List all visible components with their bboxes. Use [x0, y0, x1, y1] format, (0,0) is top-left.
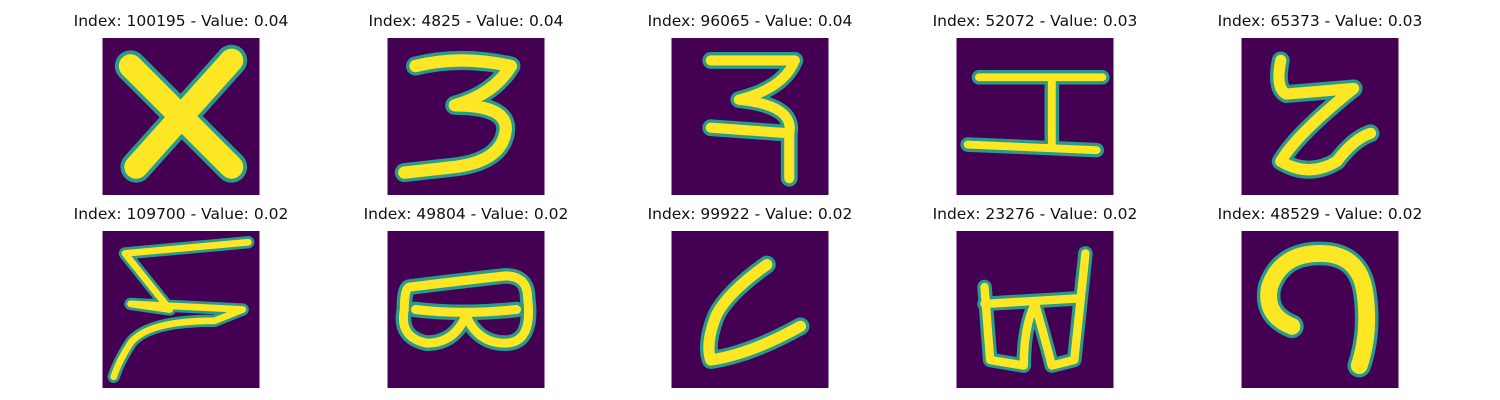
grid-cell: Index: 4825 - Value: 0.04: [324, 12, 608, 202]
glyph-image: [387, 231, 545, 388]
glyph-image: [671, 231, 829, 388]
sample-image-three-shape: [387, 38, 545, 195]
cell-title: Index: 49804 - Value: 0.02: [363, 205, 569, 223]
grid-cell: Index: 48529 - Value: 0.02: [1178, 205, 1462, 395]
grid-cell: Index: 65373 - Value: 0.03: [1178, 12, 1462, 202]
glyph-image: [102, 231, 260, 388]
cell-title: Index: 52072 - Value: 0.03: [932, 12, 1138, 30]
cell-title: Index: 99922 - Value: 0.02: [647, 205, 853, 223]
glyph-image: [387, 38, 545, 195]
grid-cell: Index: 100195 - Value: 0.04: [39, 12, 323, 202]
glyph-image: [1241, 231, 1399, 388]
grid-cell: Index: 49804 - Value: 0.02: [324, 205, 608, 395]
grid-cell: Index: 99922 - Value: 0.02: [608, 205, 892, 395]
cell-title: Index: 23276 - Value: 0.02: [932, 205, 1138, 223]
grid-cell: Index: 52072 - Value: 0.03: [893, 12, 1177, 202]
cell-title: Index: 65373 - Value: 0.03: [1217, 12, 1423, 30]
sample-image-goggles-shape: [387, 231, 545, 388]
cell-title: Index: 109700 - Value: 0.02: [73, 205, 289, 223]
glyph-image: [956, 38, 1114, 195]
sample-image-hook-l-shape: [671, 231, 829, 388]
sample-image-devanagari-like-shape: [671, 38, 829, 195]
sample-image-zigzag-shape: [102, 231, 260, 388]
glyph-image: [956, 231, 1114, 388]
grid-cell: Index: 109700 - Value: 0.02: [39, 205, 323, 395]
sample-image-capital-i-shape: [956, 38, 1114, 195]
grid-cell: Index: 23276 - Value: 0.02: [893, 205, 1177, 395]
sample-image-x-shape: [102, 38, 260, 195]
sample-image-arch-shape: [1241, 231, 1399, 388]
sample-image-curly-z-shape: [1241, 38, 1399, 195]
cell-title: Index: 100195 - Value: 0.04: [73, 12, 289, 30]
cell-title: Index: 4825 - Value: 0.04: [368, 12, 564, 30]
glyph-image: [1241, 38, 1399, 195]
cell-title: Index: 96065 - Value: 0.04: [647, 12, 853, 30]
grid-cell: Index: 96065 - Value: 0.04: [608, 12, 892, 202]
sample-image-tied-loops-shape: [956, 231, 1114, 388]
glyph-image: [102, 38, 260, 195]
cell-title: Index: 48529 - Value: 0.02: [1217, 205, 1423, 223]
glyph-image: [671, 38, 829, 195]
